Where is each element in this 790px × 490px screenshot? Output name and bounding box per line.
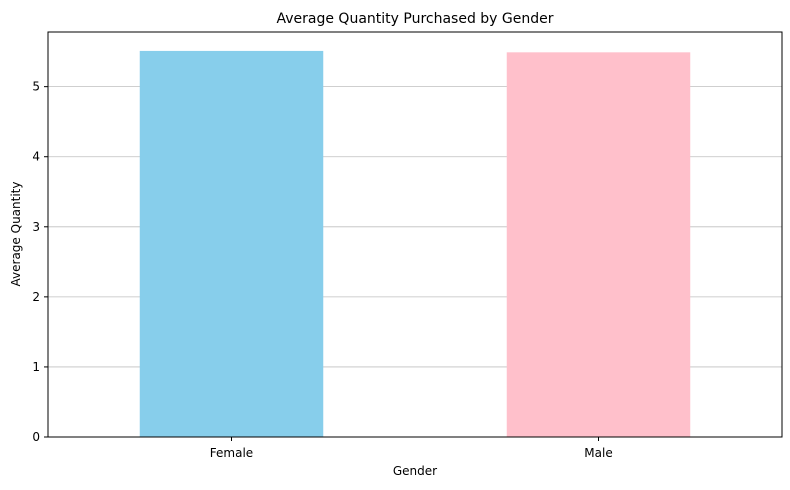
bars: [139, 50, 691, 437]
y-tick-label: 1: [32, 360, 40, 374]
x-axis-ticks: Female Male: [210, 437, 613, 460]
y-tick-label: 4: [32, 150, 40, 164]
y-tick-label: 3: [32, 220, 40, 234]
y-axis-ticks: 0 1 2 3 4 5: [32, 80, 48, 444]
x-axis-label: Gender: [393, 464, 437, 478]
chart-title: Average Quantity Purchased by Gender: [276, 11, 553, 27]
plot-frame: [47, 31, 783, 438]
y-tick-label: 5: [32, 80, 40, 94]
y-tick-label: 0: [32, 430, 40, 444]
y-tick-label: 2: [32, 290, 40, 304]
x-tick-label: Male: [584, 446, 612, 460]
x-tick-label: Female: [210, 446, 253, 460]
bar-male: [506, 52, 691, 437]
bar-female: [139, 50, 324, 437]
y-axis-label: Average Quantity: [9, 182, 23, 287]
